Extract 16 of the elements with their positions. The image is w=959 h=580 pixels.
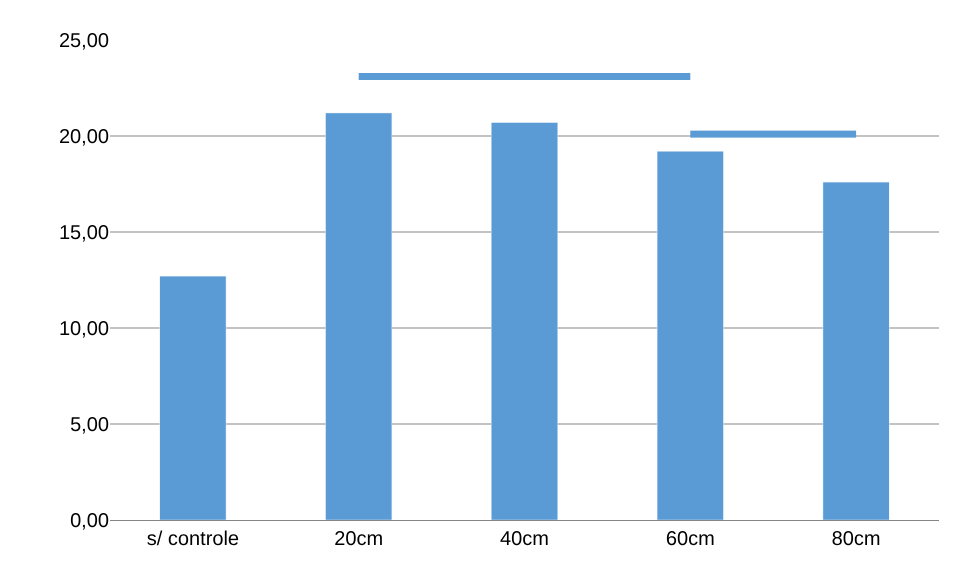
x-tick-label: 20cm <box>334 528 384 550</box>
bar <box>325 112 392 520</box>
y-tick-label: 20,00 <box>58 126 109 148</box>
bar <box>159 276 226 520</box>
x-tick-label: 60cm <box>666 528 715 550</box>
y-tick-label: 5,00 <box>70 414 109 436</box>
bar <box>656 151 724 520</box>
y-tick-label: 25,00 <box>58 30 109 52</box>
bar <box>491 122 558 520</box>
x-tick-label: 80cm <box>832 528 881 550</box>
x-tick-label: s/ controle <box>146 528 240 550</box>
y-tick-label: 15,00 <box>58 222 109 244</box>
bar <box>822 182 890 520</box>
y-tick-label: 0,00 <box>70 510 109 532</box>
x-tick-label: 40cm <box>500 528 549 550</box>
y-tick-label: 10,00 <box>58 318 109 340</box>
